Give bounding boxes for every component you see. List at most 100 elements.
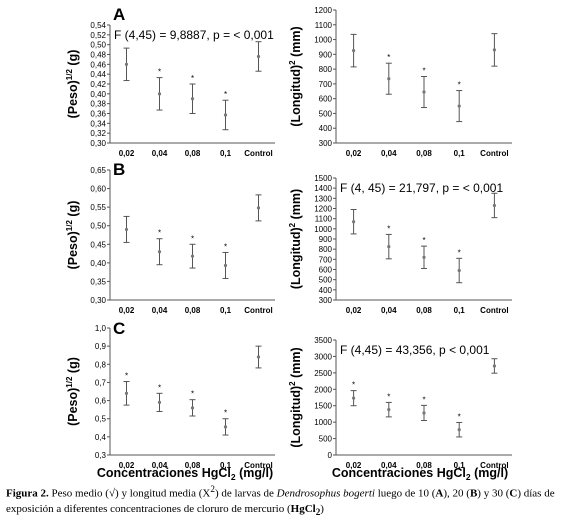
x-tick-label: Control — [480, 461, 508, 470]
data-point — [157, 92, 162, 96]
y-tick-label: 0 — [328, 451, 333, 460]
y-tick-label: 800 — [319, 245, 333, 254]
y-axis-title: (Longitud)2 (mm) — [288, 26, 303, 126]
y-tick-label: 0,50 — [90, 41, 106, 50]
x-tick-label: 0,02 — [346, 149, 362, 158]
panel-letter-b: B — [113, 160, 125, 179]
x-tick-label: 0,04 — [152, 306, 168, 315]
significance-marker: * — [387, 53, 390, 62]
y-tick-label: 0,38 — [90, 100, 106, 109]
x-tick-label: 0,02 — [119, 149, 135, 158]
caption-text: luego de 10 ( — [374, 487, 436, 500]
significance-marker: * — [458, 248, 461, 257]
y-tick-label: 500 — [319, 435, 333, 444]
data-point — [422, 90, 426, 94]
data-point — [387, 77, 391, 81]
x-tick-label: 0,04 — [381, 461, 397, 470]
chart-c-right: 0 500 1000 1500 2000 2500 3000 3500 0,02 0,04 0,08… — [288, 336, 512, 470]
y-tick-label: 2500 — [314, 369, 332, 378]
y-tick-label: 0,8 — [95, 360, 107, 369]
y-tick-label: 400 — [319, 286, 333, 295]
y-tick-label: 0,54 — [90, 21, 106, 30]
y-tick-label: 0,7 — [95, 378, 107, 387]
data-point — [352, 49, 356, 53]
y-tick-label: 1100 — [315, 21, 333, 30]
significance-marker: * — [125, 372, 128, 381]
significance-marker: * — [191, 74, 194, 83]
significance-marker: * — [158, 68, 161, 77]
x-tick-label: Control — [480, 149, 508, 158]
significance-marker: * — [224, 90, 227, 99]
data-point — [387, 408, 391, 412]
caption-text: Peso medio ( — [48, 487, 109, 500]
x-tick-label: 0,08 — [416, 461, 432, 470]
y-tick-label: 700 — [319, 255, 333, 264]
y-tick-label: 0,60 — [90, 185, 106, 194]
caption-panel-c: C — [509, 487, 518, 500]
x-tick-label: 0,1 — [220, 149, 232, 158]
panel-letter-c: C — [113, 319, 125, 338]
statistics-annotation: F (4, 45) = 21,797, p = < 0,001 — [340, 181, 503, 195]
y-tick-label: 0,9 — [95, 342, 107, 351]
y-tick-label: 0,55 — [90, 203, 106, 212]
y-tick-label: 1200 — [314, 205, 332, 214]
y-tick-label: 0,36 — [90, 110, 106, 119]
caption-hgcl2: HgCl2 — [291, 503, 321, 517]
x-tick-label: 0,1 — [220, 306, 232, 315]
y-tick-label: 0,52 — [90, 31, 106, 40]
y-tick-label: 1000 — [314, 418, 332, 427]
y-tick-label: 3000 — [314, 352, 332, 361]
data-point — [124, 227, 129, 232]
significance-marker: * — [158, 229, 161, 238]
y-tick-label: 500 — [319, 276, 333, 285]
significance-marker: * — [387, 224, 390, 233]
y-tick-label: 400 — [319, 124, 333, 133]
x-tick-label: 0,04 — [152, 149, 168, 158]
significance-marker: * — [158, 383, 161, 392]
y-tick-label: 0,50 — [90, 222, 106, 231]
data-point — [223, 113, 228, 117]
y-tick-label: 0,30 — [90, 139, 106, 148]
y-tick-label: 0,45 — [90, 240, 106, 249]
y-tick-label: 700 — [319, 80, 333, 89]
data-point — [190, 406, 195, 410]
y-tick-label: 300 — [319, 139, 333, 148]
x-tick-label: 0,02 — [346, 461, 362, 470]
data-point — [492, 203, 496, 208]
data-point — [190, 97, 195, 101]
x-axis-title-left: Concentraciones HgCl2 (mg/l) — [97, 466, 273, 482]
significance-marker: * — [422, 236, 425, 245]
significance-marker: * — [191, 234, 194, 243]
data-point — [157, 250, 162, 254]
caption-text: ) de larvas de — [214, 487, 277, 500]
x-tick-label: Control — [244, 306, 272, 315]
x-tick-label: 0,08 — [416, 149, 432, 158]
caption-label: Figura 2. — [6, 487, 49, 500]
data-point — [352, 220, 356, 224]
y-tick-label: 1100 — [315, 215, 333, 224]
x-tick-label: 0,04 — [152, 461, 168, 470]
y-tick-label: 1200 — [314, 6, 332, 15]
figure-caption: Figura 2. Peso medio (√) y longitud medi… — [6, 482, 574, 520]
y-tick-label: 1000 — [314, 225, 332, 234]
data-point — [457, 428, 461, 432]
data-point — [190, 254, 195, 258]
x-tick-label: 0,04 — [381, 149, 397, 158]
x-tick-label: 0,08 — [416, 306, 432, 315]
x-tick-label: 0,1 — [454, 149, 466, 158]
caption-panel-a: A — [435, 487, 444, 500]
caption-text: ) y longitud media (X — [115, 487, 211, 500]
y-tick-label: 0,40 — [90, 259, 106, 268]
y-tick-label: 0,5 — [95, 415, 107, 424]
data-point — [223, 425, 228, 429]
caption-text: ) y 30 ( — [477, 487, 510, 500]
statistics-annotation: F (4,45) = 9,8887, p = < 0,001 — [114, 28, 274, 42]
y-tick-label: 600 — [319, 266, 333, 275]
data-point — [256, 54, 261, 59]
statistics-annotation: F (4,45) = 43,356, p < 0,001 — [340, 343, 490, 357]
x-tick-label: 0,02 — [346, 306, 362, 315]
y-tick-label: 600 — [319, 95, 333, 104]
y-tick-label: 0,42 — [90, 80, 106, 89]
data-point — [352, 396, 356, 400]
